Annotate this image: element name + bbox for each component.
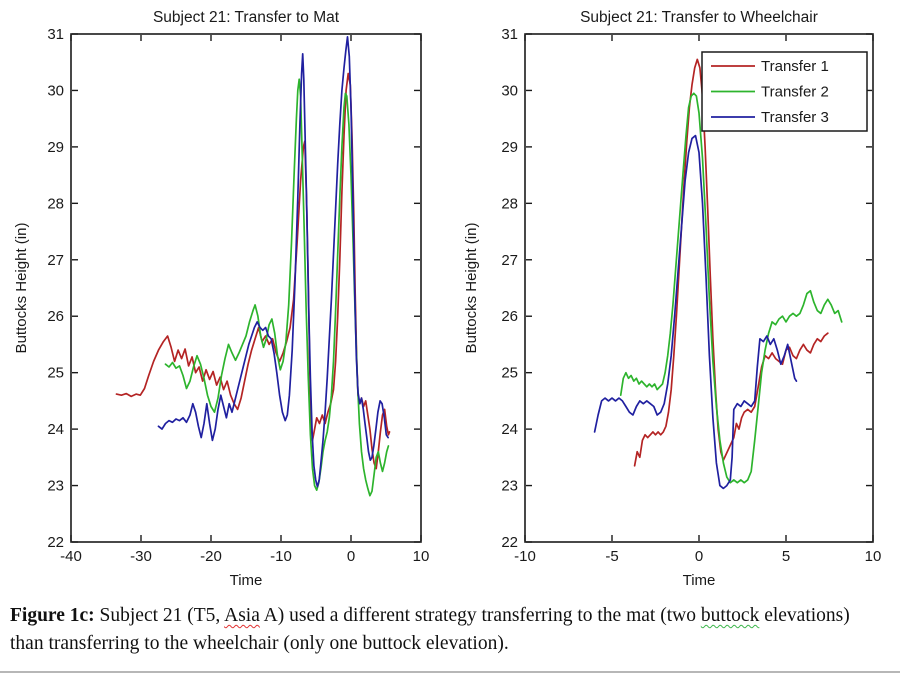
series-line-transfer-3: [593, 134, 798, 490]
grammar-underlined-word: buttock: [700, 605, 760, 626]
y-tick-label: 27: [47, 252, 64, 269]
legend-entry-label: Transfer 1: [761, 58, 829, 75]
y-tick-label: 30: [47, 82, 64, 99]
x-tick-label: 10: [413, 548, 430, 565]
x-tick-label: 0: [347, 548, 355, 565]
chart-title: Subject 21: Transfer to Mat: [153, 9, 340, 26]
y-axis-label: Buttocks Height (in): [13, 223, 30, 354]
y-axis-label: Buttocks Height (in): [463, 223, 480, 354]
page-divider: [0, 671, 900, 673]
figure-caption-label: Figure 1c:: [10, 605, 95, 626]
figure-caption-text-3: elevations) than transferring to the whe…: [10, 605, 850, 654]
y-tick-label: 29: [47, 139, 64, 156]
y-tick-label: 28: [501, 195, 518, 212]
y-tick-label: 23: [47, 478, 64, 495]
figure-charts-row: -40 -30 -20 -10 0 10 22 23 24 25 26 27 28 29 30 31 Subje…: [13, 9, 882, 589]
series-line-transfer-3: [157, 35, 389, 488]
y-tick-label: 29: [501, 139, 518, 156]
y-tick-label: 28: [47, 195, 64, 212]
chart-title: Subject 21: Transfer to Wheelchair: [580, 9, 818, 26]
y-tick-label: 24: [47, 421, 64, 438]
x-tick-label: -10: [514, 548, 536, 565]
x-tick-label: 5: [782, 548, 790, 565]
y-tick-label: 24: [501, 421, 518, 438]
mat-transfer-chart: -40 -30 -20 -10 0 10 22 23 24 25 26 27 28 29 30 31 Subje…: [13, 9, 430, 589]
y-tick-label: 26: [501, 308, 518, 325]
y-tick-label: 31: [501, 26, 518, 43]
x-tick-label: -5: [605, 548, 618, 565]
x-tick-label: 0: [695, 548, 703, 565]
figure-caption: Figure 1c: Subject 21 (T5, Asia A) used …: [10, 602, 888, 657]
y-tick-label: 22: [47, 534, 64, 551]
legend-entry-label: Transfer 2: [761, 84, 829, 101]
axis-box: [70, 33, 422, 543]
wheelchair-transfer-chart: -10 -5 0 5 10 22 23 24 25 26 27 28 29 30 31 Subject 21:…: [463, 9, 882, 589]
y-tick-label: 27: [501, 252, 518, 269]
x-axis-label: Time: [230, 572, 263, 589]
y-tick-label: 30: [501, 82, 518, 99]
x-tick-label: 10: [865, 548, 882, 565]
y-tick-label: 22: [501, 534, 518, 551]
x-tick-label: -40: [60, 548, 82, 565]
y-tick-label: 25: [47, 365, 64, 382]
spellcheck-underlined-word: Asia: [224, 605, 260, 626]
series-line-transfer-2: [164, 78, 390, 497]
x-tick-label: -20: [200, 548, 222, 565]
figure-caption-text-2: A) used a different strategy transferrin…: [259, 605, 701, 626]
x-tick-label: -10: [270, 548, 292, 565]
y-tick-label: 26: [47, 308, 64, 325]
legend-entry-label: Transfer 3: [761, 109, 829, 126]
y-tick-label: 23: [501, 478, 518, 495]
figure-caption-text-1: Subject 21 (T5,: [94, 605, 225, 626]
series-line-transfer-2: [619, 92, 843, 484]
x-tick-label: -30: [130, 548, 152, 565]
y-tick-label: 31: [47, 26, 64, 43]
y-tick-label: 25: [501, 365, 518, 382]
x-axis-label: Time: [683, 572, 716, 589]
